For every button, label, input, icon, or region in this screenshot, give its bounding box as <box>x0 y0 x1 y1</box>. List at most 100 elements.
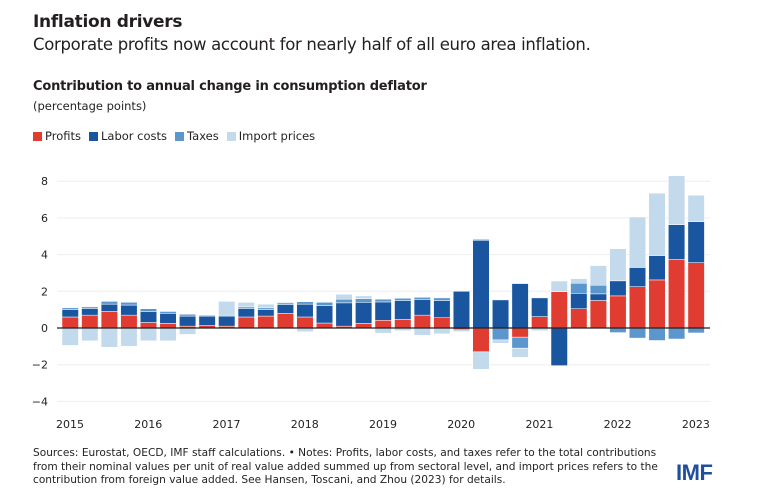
legend-item: Taxes <box>175 129 219 143</box>
y-axis-label: (percentage points) <box>33 99 147 113</box>
bar-import-prices <box>61 327 79 346</box>
bar-labor-costs <box>570 293 588 309</box>
bar-import-prices <box>472 351 490 370</box>
x-tick-label: 2016 <box>134 418 162 431</box>
bar-taxes <box>511 336 529 349</box>
bar-profits <box>296 316 314 329</box>
bar-taxes <box>374 298 392 303</box>
bar-labor-costs <box>374 301 392 321</box>
bar-import-prices <box>179 327 197 335</box>
x-tick-label: 2019 <box>369 418 397 431</box>
legend-label: Profits <box>45 129 81 143</box>
bar-labor-costs <box>628 267 646 287</box>
y-tick-label: 0 <box>41 322 48 335</box>
bar-taxes <box>492 327 510 341</box>
bar-import-prices <box>100 327 118 348</box>
bar-taxes <box>335 298 353 304</box>
bar-import-prices <box>589 265 607 286</box>
bar-import-prices <box>335 293 353 300</box>
bar-profits <box>550 291 568 329</box>
bar-import-prices <box>433 327 451 335</box>
bar-taxes <box>687 327 705 334</box>
bar-labor-costs <box>452 291 470 329</box>
bar-taxes <box>179 313 197 317</box>
bar-profits <box>159 323 177 329</box>
bar-labor-costs <box>237 308 255 318</box>
imf-logo: IMF <box>676 460 713 485</box>
bar-profits <box>316 322 334 329</box>
bar-import-prices <box>687 194 705 222</box>
bar-profits <box>668 259 686 329</box>
bar-import-prices <box>628 216 646 268</box>
bar-import-prices <box>276 301 294 304</box>
x-tick-label: 2022 <box>604 418 632 431</box>
x-tick-label: 2015 <box>56 418 84 431</box>
bar-import-prices <box>550 280 568 292</box>
bar-import-prices <box>609 248 627 282</box>
bar-taxes <box>100 301 118 305</box>
bar-taxes <box>296 301 314 305</box>
bar-taxes <box>159 311 177 314</box>
bar-taxes <box>120 302 138 306</box>
bar-profits <box>628 286 646 329</box>
bar-import-prices <box>452 329 470 332</box>
bar-labor-costs <box>120 304 138 316</box>
y-tick-label: 2 <box>41 285 48 298</box>
y-tick-label: 6 <box>41 212 48 225</box>
legend-swatch <box>175 132 185 141</box>
bar-labor-costs <box>433 300 451 318</box>
bar-import-prices <box>120 327 138 347</box>
bar-taxes <box>570 282 588 294</box>
bar-import-prices <box>492 339 510 344</box>
figure-title: Inflation drivers <box>33 12 183 32</box>
bar-profits <box>276 313 294 329</box>
bar-taxes <box>139 308 157 312</box>
y-tick-label: −2 <box>32 359 48 372</box>
bar-taxes <box>316 302 334 306</box>
y-tick-label: −4 <box>32 395 48 408</box>
bar-profits <box>589 300 607 329</box>
bar-labor-costs <box>179 315 197 327</box>
bar-labor-costs <box>492 299 510 329</box>
bar-labor-costs <box>511 283 529 329</box>
bar-import-prices <box>511 347 529 358</box>
bar-import-prices <box>218 301 236 316</box>
legend-swatch <box>33 132 42 141</box>
bar-labor-costs <box>550 327 568 366</box>
bar-import-prices <box>648 192 666 256</box>
x-tick-label: 2018 <box>291 418 319 431</box>
bar-taxes <box>81 306 99 309</box>
bar-profits <box>648 279 666 329</box>
legend-label: Taxes <box>187 129 219 143</box>
bar-profits <box>394 319 412 329</box>
bar-taxes <box>61 307 79 310</box>
legend-item: Profits <box>33 129 81 143</box>
figure-subtitle: Corporate profits now account for nearly… <box>33 35 591 54</box>
bar-profits <box>81 314 99 329</box>
bar-taxes <box>589 284 607 295</box>
bar-taxes <box>413 297 431 300</box>
bar-profits <box>100 311 118 329</box>
bar-taxes <box>472 239 490 241</box>
bar-labor-costs <box>276 304 294 314</box>
bar-import-prices <box>570 278 588 284</box>
bar-labor-costs <box>668 224 686 260</box>
bar-labor-costs <box>296 303 314 318</box>
bar-profits <box>433 317 451 329</box>
bar-labor-costs <box>81 308 99 316</box>
legend-label: Import prices <box>238 129 316 143</box>
bar-labor-costs <box>61 309 79 318</box>
bar-taxes <box>394 298 412 301</box>
bar-taxes <box>198 314 216 317</box>
legend-swatch <box>89 132 98 141</box>
bar-profits <box>609 295 627 329</box>
bar-taxes <box>628 327 646 339</box>
bar-import-prices <box>668 175 686 225</box>
bar-import-prices <box>237 302 255 308</box>
legend-item: Labor costs <box>89 129 167 143</box>
bar-profits <box>237 316 255 329</box>
bar-taxes <box>355 298 373 303</box>
y-tick-label: 4 <box>41 249 48 262</box>
bar-labor-costs <box>218 315 236 327</box>
